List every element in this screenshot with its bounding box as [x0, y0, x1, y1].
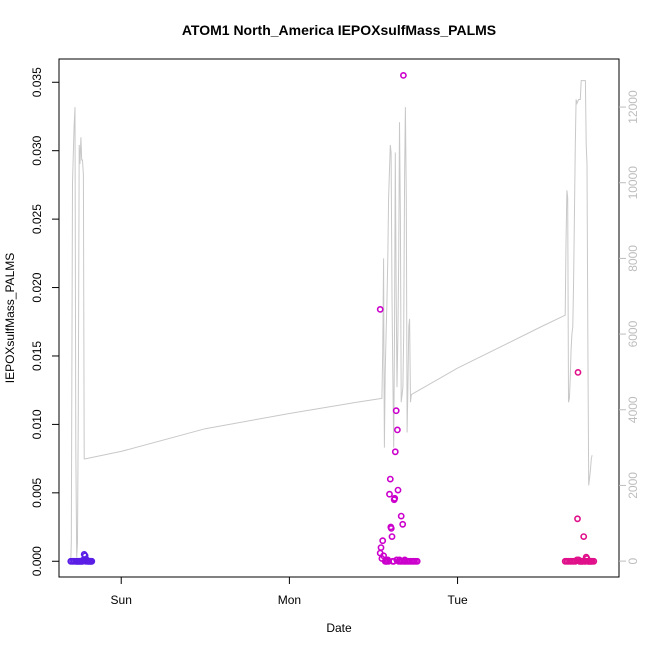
x-tick-label: Tue — [447, 593, 468, 607]
y-tick-label: 0.020 — [30, 272, 44, 302]
y-tick-label: 0.000 — [30, 546, 44, 576]
data-point — [379, 537, 387, 545]
data-point — [391, 448, 399, 456]
data-point — [391, 494, 399, 502]
y2-tick-label: 4000 — [626, 396, 640, 423]
data-point — [88, 557, 96, 565]
data-point — [413, 557, 421, 565]
data-point — [397, 512, 405, 520]
y-tick-label: 0.010 — [30, 409, 44, 439]
data-point — [590, 557, 598, 565]
data-point — [574, 515, 581, 523]
altitude-line — [70, 80, 593, 562]
y2-tick-label: 10000 — [626, 166, 640, 200]
y2-tick-label: 12000 — [626, 90, 640, 124]
y2-tick-label: 0 — [626, 557, 640, 564]
y2-tick-label: 6000 — [626, 320, 640, 347]
chart-title: ATOM1 North_America IEPOXsulfMass_PALMS — [182, 22, 496, 38]
data-point — [377, 544, 385, 551]
y2-tick-label: 8000 — [626, 245, 640, 272]
data-point — [392, 407, 400, 415]
data-point — [387, 525, 395, 532]
y-tick-label: 0.015 — [30, 341, 44, 371]
data-point — [399, 72, 407, 79]
data-point — [376, 305, 384, 313]
x-tick-label: Sun — [111, 593, 132, 607]
data-point — [388, 533, 396, 540]
data-point — [399, 520, 407, 528]
data-point — [394, 486, 402, 494]
y-axis-label: IEPOXsulfMass_PALMS — [3, 253, 17, 384]
y-tick-label: 0.035 — [30, 67, 44, 97]
data-point — [574, 368, 582, 376]
y-tick-label: 0.025 — [30, 204, 44, 234]
plot-area: Sun Mon Tue 0.000 0.005 0.010 0.015 0.020 0.025 0… — [30, 67, 640, 607]
y-tick-label: 0.005 — [30, 477, 44, 507]
data-point — [580, 533, 588, 540]
data-point — [386, 490, 393, 498]
data-point — [393, 426, 401, 434]
data-point — [386, 475, 394, 483]
y2-tick-label: 2000 — [626, 472, 640, 499]
x-tick-label: Mon — [278, 593, 301, 607]
x-axis-label: Date — [326, 621, 352, 635]
y-tick-label: 0.030 — [30, 135, 44, 165]
plot-frame — [58, 58, 620, 578]
